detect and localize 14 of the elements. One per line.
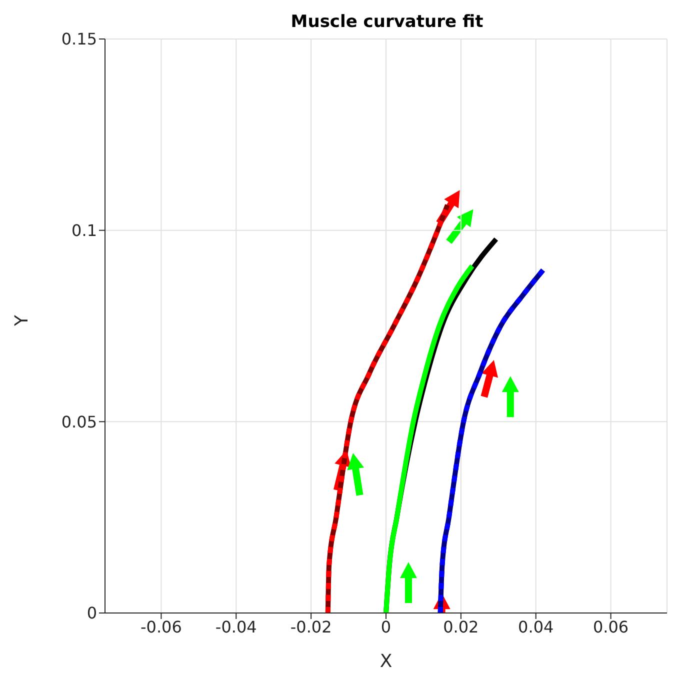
x-tick-label: 0 [380, 617, 392, 636]
x-axis-title: X [380, 651, 392, 672]
y-tick-label: 0.15 [61, 30, 97, 49]
y-tick-label: 0 [86, 604, 97, 623]
y-tick-label: 0.05 [61, 412, 97, 432]
y-tick-label: 0.1 [72, 221, 97, 240]
x-tick-label: 0.06 [592, 617, 629, 636]
x-tick-label: -0.04 [215, 617, 257, 636]
x-tick-label: -0.02 [290, 617, 332, 636]
y-axis-title: Y [11, 314, 32, 327]
x-tick-label: 0.04 [518, 617, 554, 636]
chart-title: Muscle curvature fit [290, 12, 484, 32]
x-tick-label: 0.02 [443, 617, 479, 636]
x-tick-label: -0.06 [140, 617, 182, 636]
